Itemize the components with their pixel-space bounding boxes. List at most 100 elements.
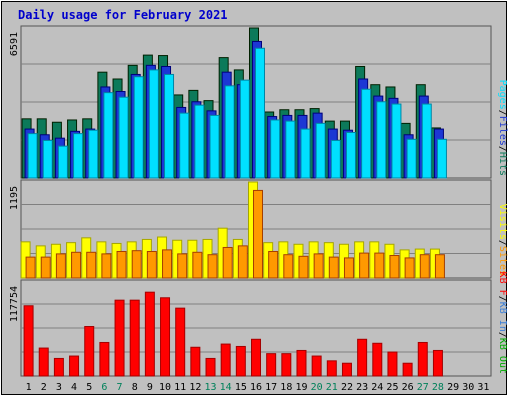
bar-kb-f-day-14 <box>220 343 231 377</box>
bar-pages-day-11 <box>179 112 190 179</box>
bar-sites-day-11 <box>177 253 188 279</box>
x-tick-label-3: 3 <box>56 382 62 393</box>
bar-pages-day-25 <box>391 103 402 179</box>
x-tick-label-31: 31 <box>477 382 489 393</box>
bar-kb-f-day-12 <box>190 346 201 377</box>
legend-kb-f: KB F <box>497 272 508 296</box>
bar-pages-day-19 <box>300 128 311 179</box>
x-tick-label-27: 27 <box>417 382 429 393</box>
chart-title: Daily usage for February 2021 <box>18 8 228 22</box>
bar-kb-f-day-8 <box>129 299 140 377</box>
bar-kb-f-day-20 <box>311 355 322 377</box>
bar-kb-f-day-17 <box>266 353 277 377</box>
bar-sites-day-9 <box>146 250 157 279</box>
bar-pages-day-28 <box>436 138 447 179</box>
panel-2-max-label: 117754 <box>9 286 20 322</box>
bar-sites-day-20 <box>313 253 324 279</box>
x-tick-label-9: 9 <box>147 382 153 393</box>
x-tick-label-26: 26 <box>402 382 414 393</box>
bar-kb-f-day-24 <box>372 342 383 377</box>
bar-kb-f-day-28 <box>432 349 443 377</box>
bar-pages-day-9 <box>148 69 159 179</box>
x-tick-label-8: 8 <box>132 382 138 393</box>
bar-sites-day-25 <box>389 255 400 279</box>
x-tick-label-12: 12 <box>189 382 201 393</box>
panel-0-max-label: 6591 <box>9 32 20 56</box>
bar-sites-day-27 <box>419 254 430 279</box>
bar-sites-day-14 <box>222 246 233 279</box>
panel-1-legend: Visits/Sites <box>497 204 508 276</box>
bar-pages-day-5 <box>88 129 99 179</box>
bar-kb-f-day-19 <box>296 349 307 377</box>
bar-pages-day-22 <box>345 131 356 179</box>
bar-pages-day-3 <box>57 145 68 179</box>
bar-pages-day-6 <box>103 92 114 179</box>
legend-sites: Sites <box>497 246 508 276</box>
bar-sites-day-21 <box>328 256 339 279</box>
bar-kb-f-day-9 <box>144 291 155 377</box>
x-tick-label-23: 23 <box>356 382 368 393</box>
x-tick-label-30: 30 <box>462 382 474 393</box>
panel-1-max-label: 1195 <box>9 186 20 210</box>
x-tick-label-22: 22 <box>341 382 353 393</box>
bar-kb-f-day-27 <box>417 341 428 377</box>
x-tick-label-17: 17 <box>265 382 277 393</box>
panel-2-legend: KB F/KB In/KB Out <box>497 272 508 374</box>
bar-sites-day-28 <box>434 254 445 279</box>
bar-kb-f-day-22 <box>341 362 352 377</box>
bar-kb-f-day-4 <box>69 355 80 377</box>
x-tick-label-7: 7 <box>117 382 123 393</box>
bar-kb-f-day-21 <box>326 360 337 377</box>
bar-sites-day-12 <box>192 251 203 279</box>
bar-sites-day-2 <box>40 256 51 279</box>
x-tick-label-10: 10 <box>159 382 171 393</box>
bar-pages-day-10 <box>164 73 175 179</box>
bar-sites-day-6 <box>101 253 112 279</box>
bar-sites-day-4 <box>71 251 82 279</box>
legend-kb-out: KB Out <box>497 338 508 374</box>
legend-files: Files <box>497 116 508 146</box>
x-tick-label-15: 15 <box>235 382 247 393</box>
bar-sites-day-23 <box>359 252 370 279</box>
bar-pages-day-16 <box>255 47 265 179</box>
bar-pages-day-20 <box>315 122 326 179</box>
bar-kb-f-day-10 <box>160 297 171 377</box>
bar-sites-day-8 <box>131 250 142 279</box>
legend-separator: / <box>497 296 508 302</box>
x-tick-label-14: 14 <box>220 382 232 393</box>
legend-kb-in: KB In <box>497 302 508 332</box>
bar-kb-f-day-13 <box>205 357 216 377</box>
x-tick-label-1: 1 <box>26 382 32 393</box>
bar-kb-f-day-6 <box>99 341 110 377</box>
bar-sites-day-15 <box>237 245 248 279</box>
bar-pages-day-12 <box>194 104 205 179</box>
bar-pages-day-1 <box>27 133 38 179</box>
bar-kb-f-day-2 <box>38 347 49 377</box>
x-tick-label-2: 2 <box>41 382 47 393</box>
bar-pages-day-21 <box>330 139 341 179</box>
bar-pages-day-15 <box>239 79 250 179</box>
bar-kb-f-day-16 <box>251 338 261 377</box>
bar-pages-day-13 <box>209 114 220 179</box>
x-tick-label-29: 29 <box>447 382 459 393</box>
x-tick-label-4: 4 <box>71 382 77 393</box>
legend-hits: Hits <box>497 152 508 176</box>
bar-pages-day-27 <box>421 103 432 179</box>
legend-pages: Pages <box>497 80 508 110</box>
x-tick-label-19: 19 <box>295 382 307 393</box>
bar-pages-day-7 <box>118 96 129 179</box>
bar-pages-day-24 <box>376 101 387 179</box>
bar-pages-day-2 <box>42 139 53 179</box>
bar-pages-day-8 <box>133 76 144 179</box>
x-tick-label-13: 13 <box>204 382 216 393</box>
bar-pages-day-23 <box>361 88 372 179</box>
legend-separator: / <box>497 146 508 152</box>
legend-visits: Visits <box>497 204 508 240</box>
x-tick-label-6: 6 <box>101 382 107 393</box>
legend-separator: / <box>497 332 508 338</box>
bar-sites-day-13 <box>207 254 218 279</box>
bar-kb-f-day-11 <box>175 307 186 377</box>
bar-kb-f-day-3 <box>53 357 64 377</box>
bar-kb-f-day-1 <box>23 305 34 377</box>
